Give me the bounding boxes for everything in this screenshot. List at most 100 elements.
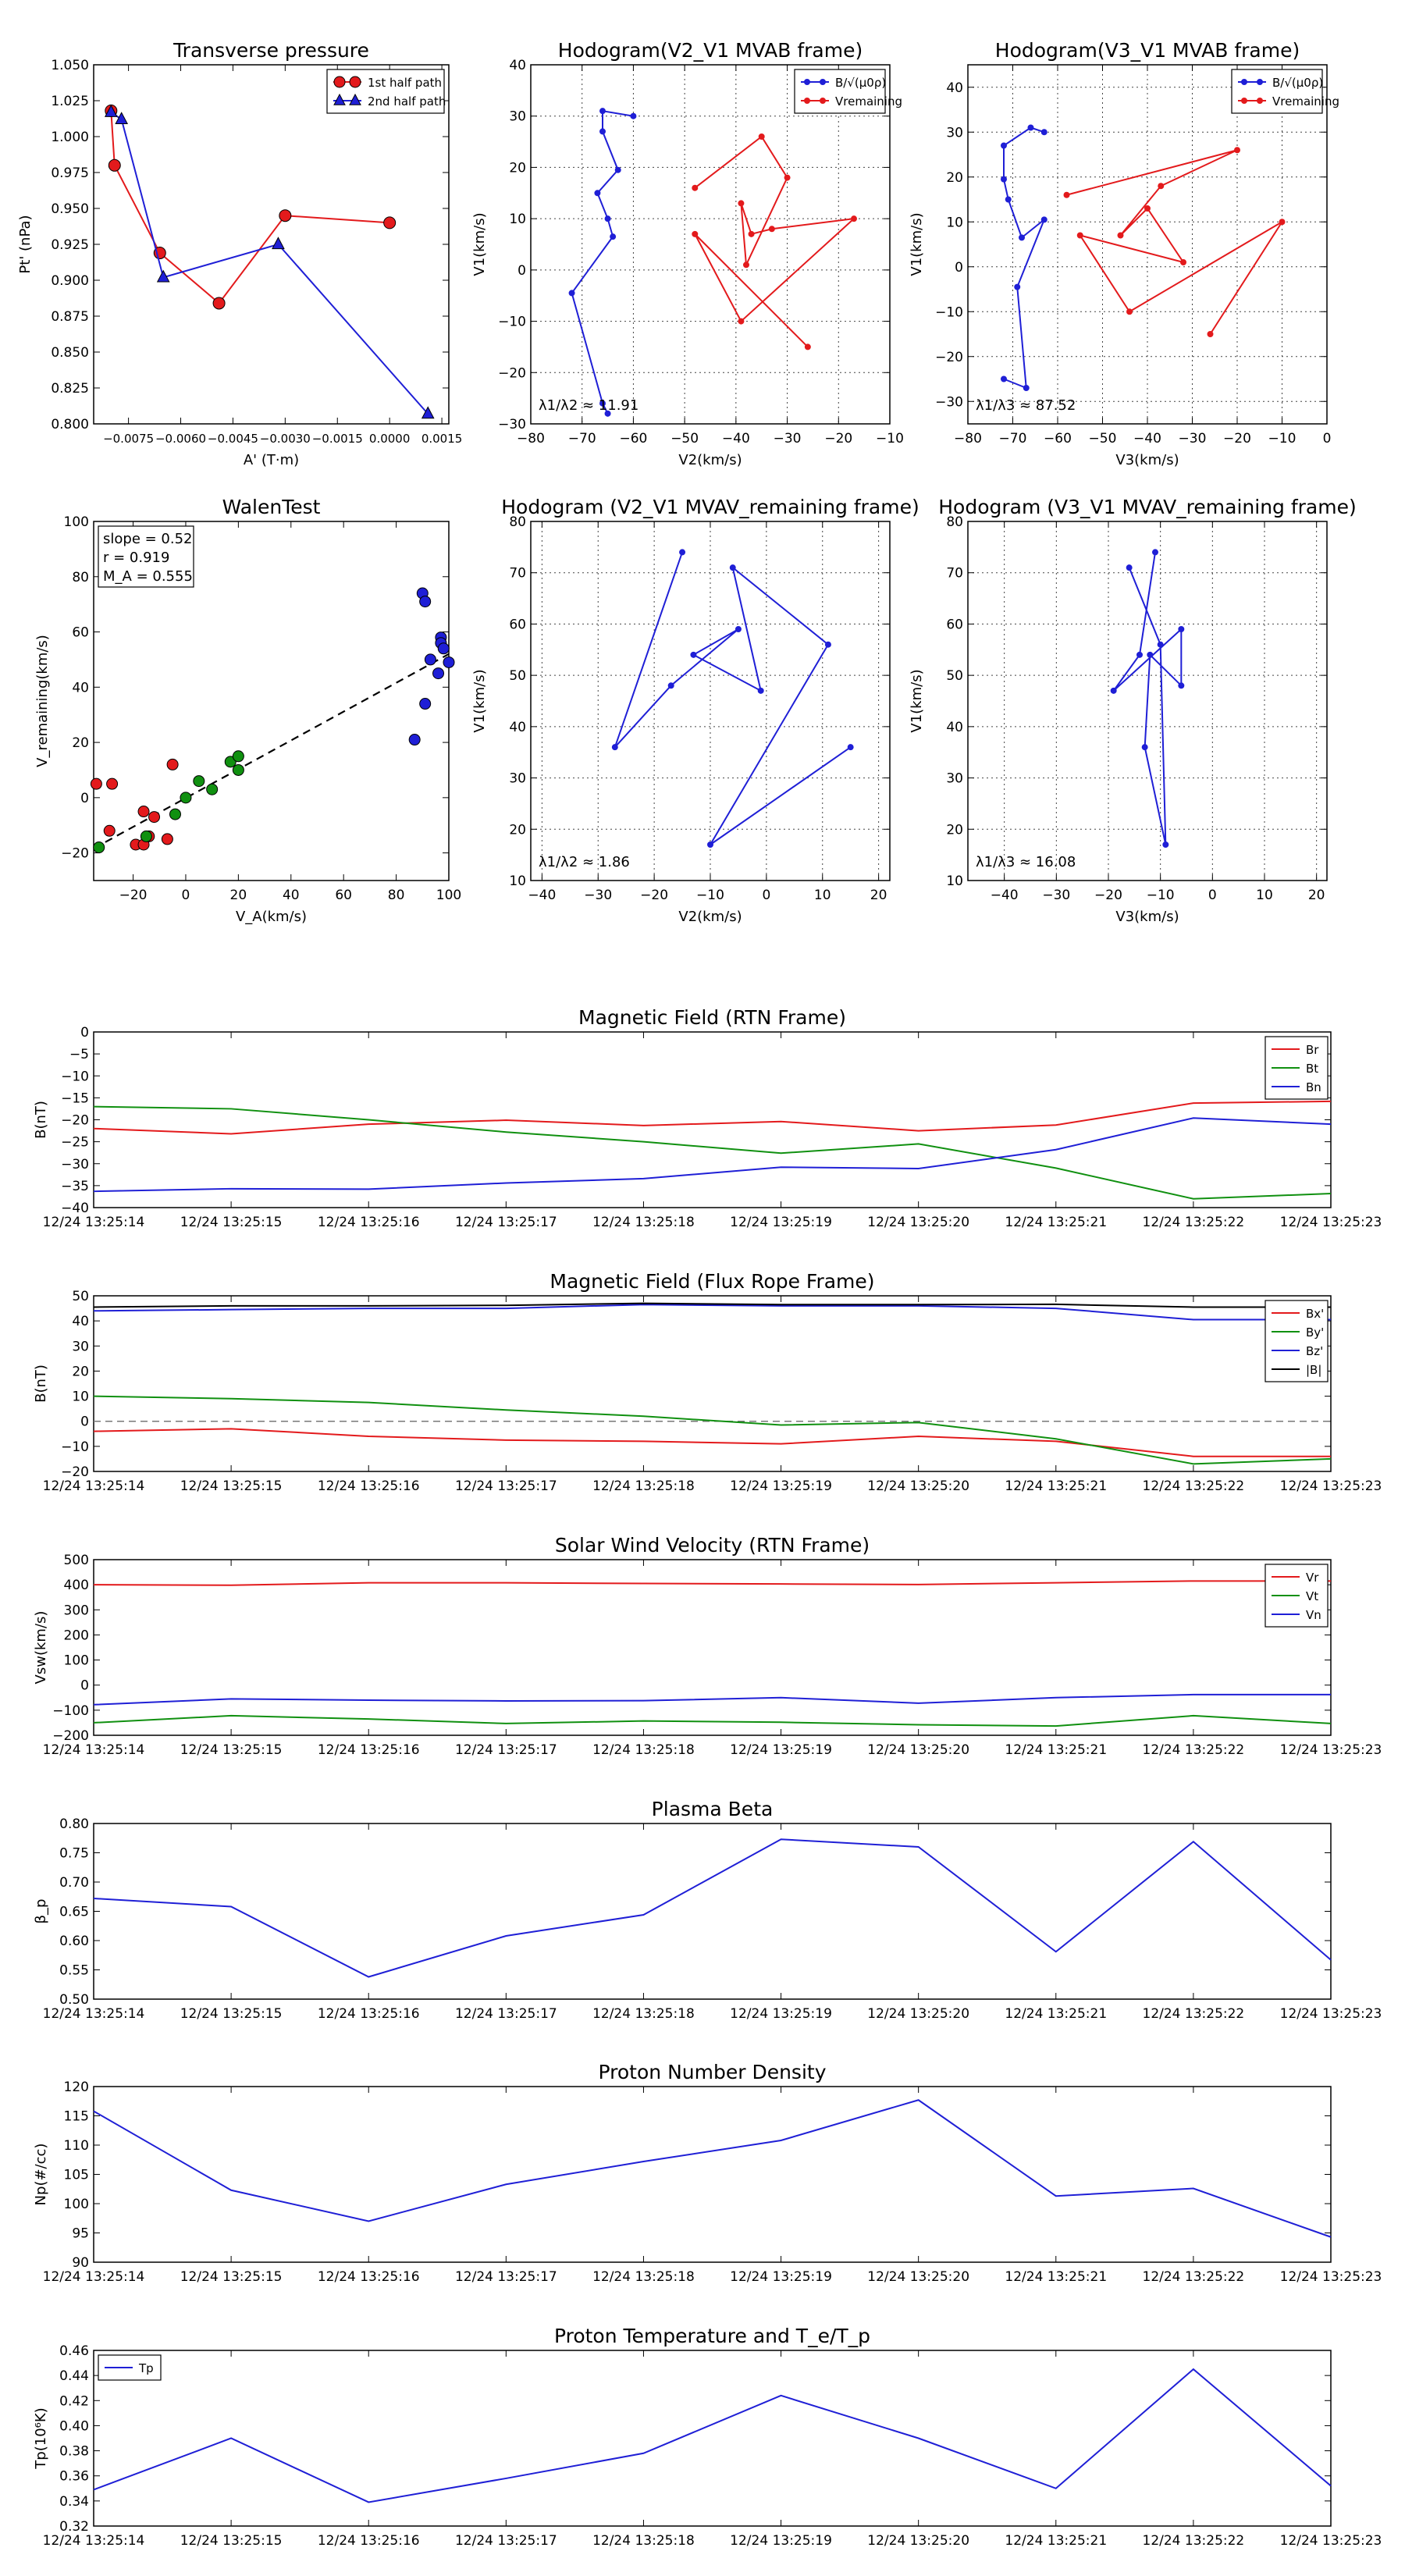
y-tick-label: −15 [61,1091,89,1106]
x-tick-label: 80 [388,888,405,903]
legend-label: Vremaining [1272,94,1339,109]
y-tick-label: 0.34 [59,2494,89,2510]
x-tick-label: −20 [1094,888,1122,903]
chart-hodogram-v3-v1-mvab: −80 −70 −60 −50 −40 −30 −20 −10 0 −30 −20 −10 0 10 20 3… [909,39,1339,468]
x-tick-label: 12/24 13:25:22 [1143,1215,1245,1230]
y-tick-label: 20 [946,170,963,186]
x-axis-label: A' (T·m) [244,452,299,468]
data-point [1040,216,1048,223]
y-tick-label: 20 [509,822,526,838]
y-tick-label: 200 [64,1628,89,1643]
data-point [1234,147,1240,154]
series-line [694,135,857,348]
data-point [667,682,674,689]
x-tick-label: 12/24 13:25:18 [592,1215,695,1230]
x-tick-label: 12/24 13:25:21 [1005,1478,1107,1494]
x-tick-label: −10 [696,888,724,903]
data-point [212,297,226,310]
y-tick-label: 105 [64,2168,89,2183]
data-point [738,318,745,325]
x-tick-label: 12/24 13:25:16 [318,1742,420,1758]
data-point [1076,232,1083,239]
series-line-br [93,1100,1332,1135]
y-tick-label: 110 [64,2138,89,2154]
x-tick-label: −40 [722,431,750,447]
series-vremaining [692,133,857,350]
data-point [108,158,121,172]
y-tick-label: 0.46 [59,2343,89,2359]
y-tick-label: 0 [518,263,526,279]
y-tick-label: −10 [935,304,963,320]
data-point [408,734,421,746]
y-axis-label: V_remaining(km/s) [34,635,51,767]
chart-hodogram-v2-v1-mvav: −40 −30 −20 −10 0 10 20 10 20 30 40 50 60 70 80Hodogra… [471,496,919,925]
x-tick-label: −0.0045 [208,432,258,446]
chart-title: Hodogram(V2_V1 MVAB frame) [558,39,863,62]
plot-frame [93,1559,1332,1736]
y-tick-label: 0 [80,791,89,806]
x-tick-label: 12/24 13:25:20 [867,2269,969,2285]
series-line-vn [93,1693,1331,1706]
legend-label: Bx' [1306,1307,1324,1321]
chart-title: Hodogram (V2_V1 MVAV_remaining frame) [501,496,919,518]
data-point [768,226,775,233]
chart-magnetic-field-flux-rope: 12/24 13:25:14 12/24 13:25:15 12/24 13:25:… [33,1270,1382,1494]
data-point [599,108,606,115]
x-tick-label: 0.0000 [369,432,411,446]
y-axis-label: Pt' (nPa) [17,215,34,273]
x-tick-label: 10 [814,888,831,903]
data-point [729,564,736,571]
y-axis-label: B(nT) [33,1364,49,1403]
y-tick-label: 0.900 [51,273,89,289]
data-point [1144,205,1151,212]
data-point [103,824,116,837]
x-tick-label: −0.0060 [155,432,206,446]
plot-frame [93,521,450,881]
data-point [1207,331,1214,337]
x-tick-label: 12/24 13:25:22 [1143,2269,1245,2285]
data-point [568,290,575,297]
y-axis-label: V1(km/s) [909,212,925,276]
x-tick-label: 40 [283,888,300,903]
data-point [1279,219,1286,226]
data-point [1001,176,1007,183]
x-tick-label: 10 [1256,888,1273,903]
data-point [166,758,179,770]
x-tick-label: 12/24 13:25:23 [1280,1478,1382,1494]
x-tick-label: 20 [230,888,247,903]
x-tick-label: −60 [1044,431,1072,447]
y-axis-label: Tp(10⁶K) [33,2407,49,2469]
y-tick-label: 20 [72,735,89,751]
y-tick-label: 30 [72,1339,89,1354]
chart-title: Magnetic Field (RTN Frame) [578,1006,846,1029]
chart-hodogram-v3-v1-mvav: −40 −30 −20 −10 0 10 20 10 20 30 40 50 60 70 80Hodogra… [909,496,1357,925]
y-tick-label: 0.50 [59,1992,89,2008]
y-axis-label: Np(#/cc) [33,2144,49,2206]
data-point [1141,744,1148,751]
data-point [1152,549,1158,556]
data-point [804,98,810,104]
plot-frame [93,2086,1332,2263]
data-point [748,230,755,237]
x-tick-label: 12/24 13:25:16 [318,2006,420,2022]
y-tick-label: 0.36 [59,2469,89,2485]
chart-title: Transverse pressure [173,39,369,62]
data-point [1001,375,1007,382]
data-point [1180,259,1186,265]
series-2nd-half-path [104,105,435,419]
data-point [333,93,346,105]
data-point [692,230,699,237]
x-tick-label: 12/24 13:25:15 [180,2269,283,2285]
series-b-0- [1001,124,1048,391]
data-point [757,687,764,694]
x-tick-label: 12/24 13:25:22 [1143,2006,1245,2022]
x-tick-label: 12/24 13:25:18 [592,1742,695,1758]
y-axis-label: V1(km/s) [471,669,488,732]
y-tick-label: −20 [935,350,963,365]
ratio-annotation: λ1/λ3 ≈ 87.52 [976,397,1076,414]
y-tick-label: 1.025 [51,94,89,109]
data-point [1241,79,1247,85]
data-point [594,190,601,197]
x-tick-label: −10 [1147,888,1175,903]
x-tick-label: 12/24 13:25:14 [43,2269,145,2285]
